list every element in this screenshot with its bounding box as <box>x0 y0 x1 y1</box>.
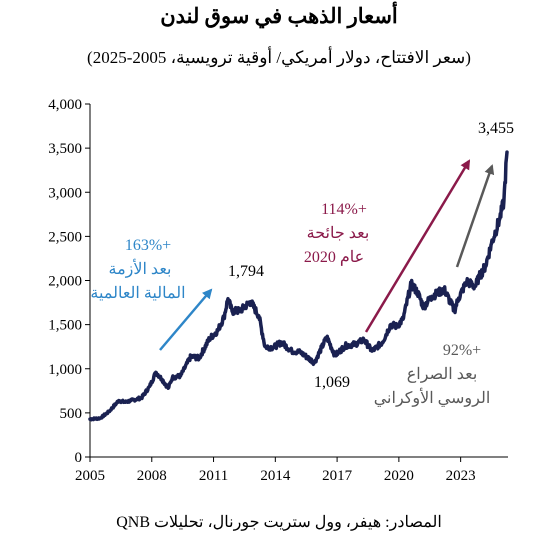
x-ticks: 2005 2008 2011 2014 2017 2020 2023 <box>75 457 476 484</box>
chart-subtitle: (سعر الافتتاح، دولار أمريكي/ أوقية ترويس… <box>87 48 471 67</box>
gfc-annotation-line1: بعد الأزمة <box>108 259 171 278</box>
covid-annotation-line2: عام 2020 <box>304 249 364 266</box>
y-tick-label: 3,500 <box>48 141 82 157</box>
x-tick-label: 2008 <box>137 468 167 484</box>
y-tick-label: 1,000 <box>48 362 82 378</box>
y-tick-label: 0 <box>75 450 83 466</box>
ukraine-annotation-line1: بعد الصراع <box>407 366 478 383</box>
gfc-arrow <box>159 288 213 351</box>
gfc-annotation-pct: +163% <box>125 237 171 254</box>
gold-price-series-line <box>88 150 509 422</box>
covid-arrow <box>364 159 471 333</box>
x-tick-label: 2017 <box>322 468 353 484</box>
ukraine-arrow <box>455 164 495 268</box>
point-label-2011-peak: 1,794 <box>228 263 264 280</box>
covid-annotation-line1: بعد جائحة <box>307 225 370 242</box>
point-label-2015-low: 1,069 <box>314 374 350 391</box>
y-tick-label: 4,000 <box>48 97 82 113</box>
x-tick-label: 2005 <box>75 468 105 484</box>
y-ticks: 0 500 1,000 1,500 2,000 2,500 3,000 3,500 4,000 <box>48 97 90 466</box>
y-tick-label: 1,500 <box>48 318 82 334</box>
y-tick-label: 500 <box>60 406 83 422</box>
chart-source-note: المصادر: هيفر، وول ستريت جورنال، تحليلات… <box>116 514 442 531</box>
x-tick-label: 2014 <box>260 468 291 484</box>
ukraine-annotation-line2: الروسي الأوكراني <box>374 388 491 407</box>
y-tick-label: 3,000 <box>48 185 82 201</box>
x-tick-label: 2011 <box>199 468 228 484</box>
x-tick-label: 2020 <box>384 468 414 484</box>
gfc-annotation-line2: المالية العالمية <box>90 285 185 302</box>
covid-annotation-pct: +114% <box>321 201 367 218</box>
y-tick-label: 2,500 <box>48 229 82 245</box>
x-tick-label: 2023 <box>446 468 476 484</box>
ukraine-annotation-pct: +92% <box>443 342 481 359</box>
point-label-2025-high: 3,455 <box>478 120 514 137</box>
chart-title: أسعار الذهب في سوق لندن <box>160 4 398 28</box>
y-tick-label: 2,000 <box>48 274 82 290</box>
